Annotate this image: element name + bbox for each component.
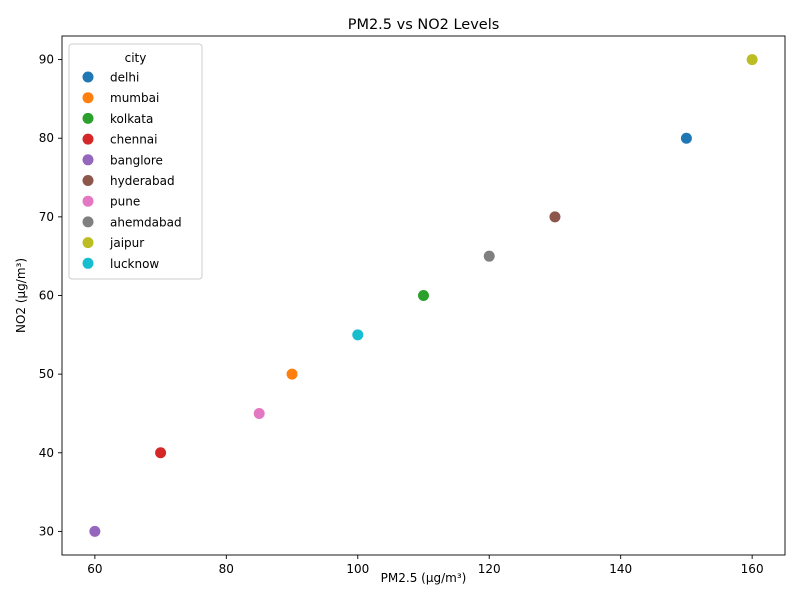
- legend-label-hyderabad: hyderabad: [110, 174, 175, 188]
- data-point-hyderabad: [549, 211, 561, 223]
- legend-label-delhi: delhi: [110, 71, 139, 85]
- legend-marker-kolkata: [82, 112, 94, 124]
- data-point-delhi: [680, 132, 692, 144]
- x-tick-label: 80: [219, 562, 234, 576]
- legend-label-kolkata: kolkata: [110, 112, 153, 126]
- legend-marker-ahemdabad: [82, 216, 94, 228]
- data-point-jaipur: [746, 54, 758, 66]
- y-tick-label: 50: [39, 367, 54, 381]
- x-tick-label: 140: [609, 562, 632, 576]
- data-point-lucknow: [352, 329, 364, 341]
- y-tick-label: 60: [39, 289, 54, 303]
- data-point-mumbai: [286, 368, 298, 380]
- y-axis-label: NO2 (µg/m³): [14, 258, 28, 333]
- x-tick-label: 60: [87, 562, 102, 576]
- legend-marker-hyderabad: [82, 175, 94, 186]
- data-points: [89, 54, 758, 537]
- data-point-chennai: [155, 447, 167, 459]
- y-tick-label: 40: [39, 446, 54, 460]
- legend-marker-delhi: [82, 71, 94, 83]
- legend-frame: [68, 43, 203, 280]
- legend-label-banglore: banglore: [110, 153, 163, 167]
- x-tick-label: 100: [346, 562, 369, 576]
- data-point-ahemdabad: [483, 250, 495, 262]
- chart-title: PM2.5 vs NO2 Levels: [348, 17, 500, 33]
- legend-marker-chennai: [82, 133, 94, 145]
- legend-label-mumbai: mumbai: [110, 91, 159, 105]
- data-point-pune: [253, 407, 265, 419]
- y-tick-label: 70: [39, 210, 54, 224]
- y-tick-label: 30: [39, 524, 54, 538]
- legend-marker-mumbai: [82, 92, 94, 104]
- data-point-banglore: [89, 525, 101, 537]
- x-tick-label: 120: [478, 562, 501, 576]
- legend-label-ahemdabad: ahemdabad: [110, 215, 182, 229]
- x-tick-label: 160: [741, 562, 764, 576]
- legend-label-pune: pune: [110, 195, 140, 209]
- legend-marker-banglore: [82, 154, 94, 166]
- legend-marker-pune: [82, 195, 94, 207]
- legend-entries: delhi mumbai kolkata chennai banglore hyderab…: [82, 71, 182, 271]
- axis-ticks: 60 80 100 120 140 160 30 40 50 60 70 80 90: [39, 53, 764, 576]
- legend-label-chennai: chennai: [110, 133, 157, 147]
- y-tick-label: 90: [39, 53, 54, 67]
- data-point-kolkata: [418, 290, 429, 301]
- legend-label-jaipur: jaipur: [109, 236, 144, 250]
- axes-frame: [61, 35, 786, 556]
- y-tick-label: 80: [39, 131, 54, 145]
- legend-title: city: [125, 51, 147, 65]
- legend-label-lucknow: lucknow: [110, 257, 159, 271]
- plot-area: 60 80 100 120 140 160 30 40 50 60 70 80 90: [39, 35, 786, 576]
- x-axis-label: PM2.5 (µg/m³): [381, 571, 467, 585]
- legend: city delhi mumbai kolkata chennai banglore hy…: [68, 43, 203, 280]
- legend-marker-jaipur: [82, 237, 94, 249]
- legend-marker-lucknow: [82, 257, 94, 269]
